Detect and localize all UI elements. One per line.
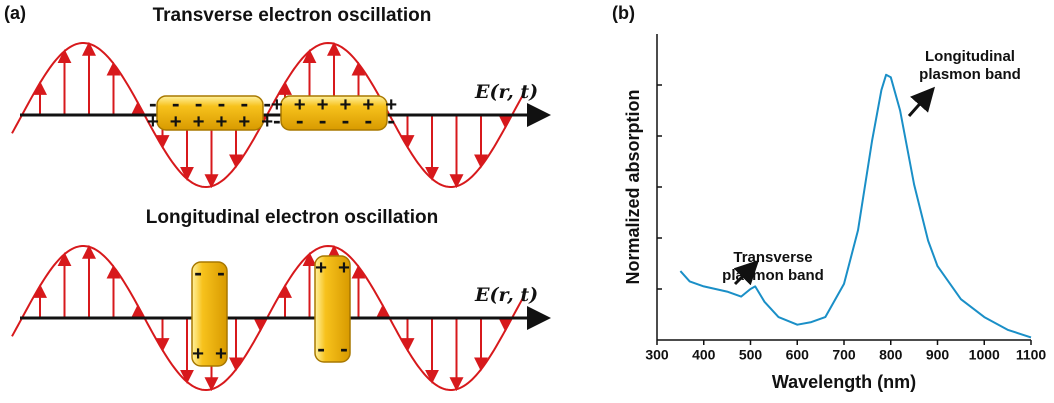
nanorod — [191, 261, 228, 367]
diagram-title: Transverse electron oscillation — [153, 5, 432, 26]
x-tick-label: 600 — [786, 347, 810, 363]
charge-label: + + — [192, 343, 226, 365]
charge-label: - - — [315, 339, 349, 361]
charge-label: + + — [315, 257, 349, 279]
annotation-arrow — [907, 86, 935, 117]
charge-label: + + + + + + — [271, 94, 397, 116]
charge-label: + + + + + + — [147, 111, 273, 133]
x-tick-label: 300 — [645, 347, 669, 363]
wave — [11, 41, 525, 189]
y-axis-title: Normalized absorption — [623, 89, 643, 284]
field-label: E(r, t) — [474, 81, 538, 103]
annotation: Transverse — [733, 249, 812, 266]
nanorod — [156, 95, 264, 131]
charge-label: - - - - - - — [147, 94, 273, 116]
panel-label: (a) — [4, 3, 26, 23]
x-tick-label: 1000 — [969, 347, 1000, 363]
wave — [11, 244, 525, 392]
nanorod — [314, 255, 351, 363]
x-tick-label: 400 — [692, 347, 716, 363]
charge-label: - - — [192, 263, 226, 285]
x-tick-label: 900 — [926, 347, 950, 363]
nanorod — [280, 95, 388, 131]
panel-label: (b) — [612, 3, 635, 23]
x-tick-label: 1100 — [1016, 347, 1047, 363]
x-axis-title: Wavelength (nm) — [772, 372, 916, 392]
x-tick-label: 500 — [739, 347, 763, 363]
x-tick-label: 800 — [879, 347, 903, 363]
annotation: Longitudinal — [925, 48, 1015, 65]
annotation: plasmon band — [919, 66, 1021, 83]
x-tick-label: 700 — [832, 347, 856, 363]
spectrum-line — [679, 73, 1032, 339]
charge-label: - - - - - - — [271, 111, 397, 133]
diagram-title: Longitudinal electron oscillation — [146, 207, 438, 228]
annotation-arrow — [733, 259, 760, 286]
field-label: E(r, t) — [474, 284, 538, 306]
